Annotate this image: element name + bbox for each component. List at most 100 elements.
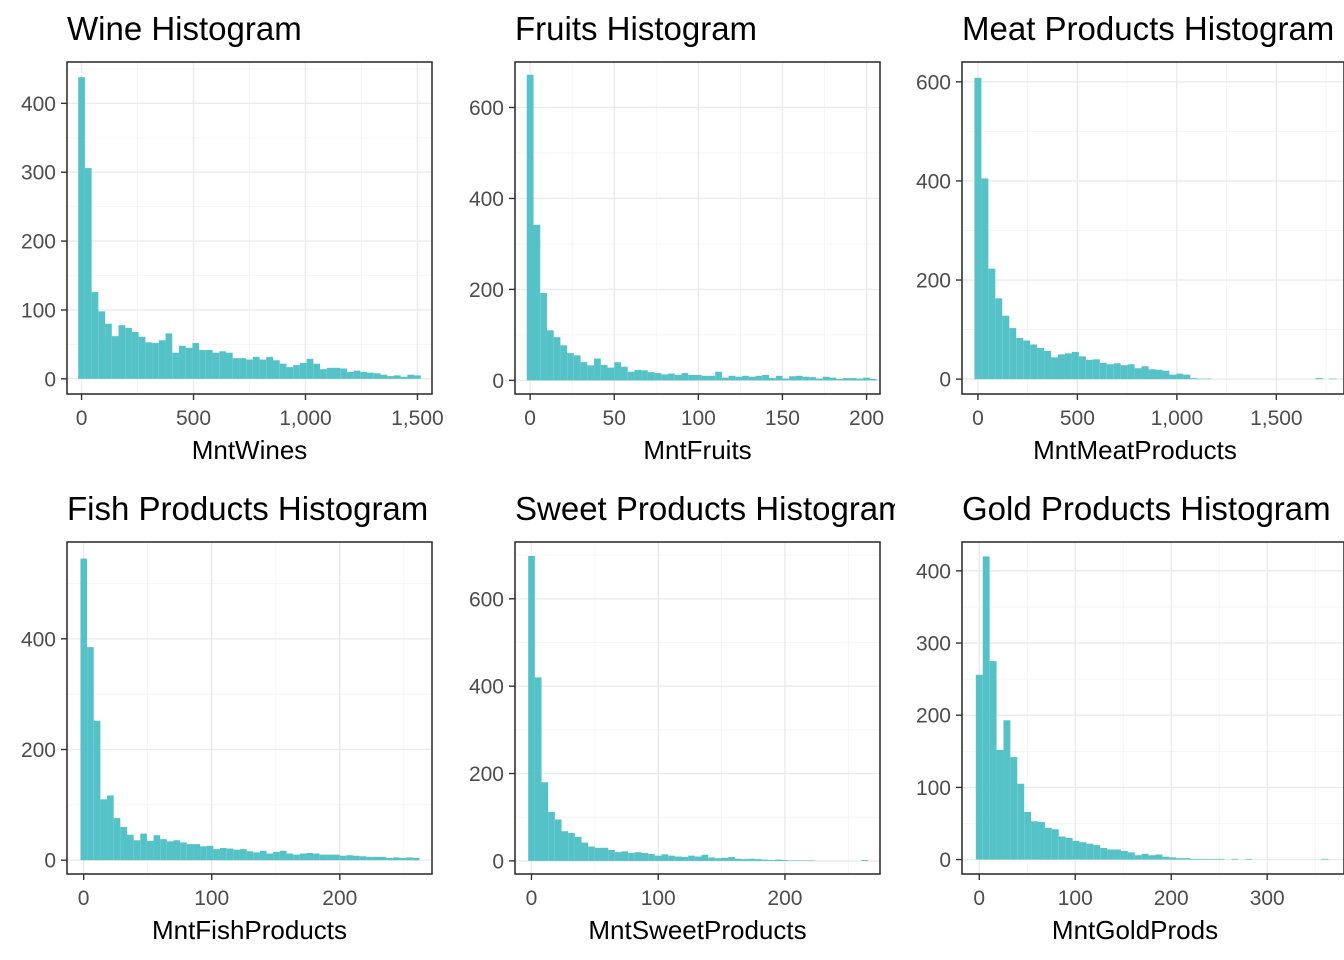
histogram-bar [339,855,347,861]
histogram-bar [654,855,662,861]
histogram-bar [701,854,709,861]
histogram-bar [1058,836,1066,860]
histogram-bar [794,860,802,861]
histogram-bar [1120,365,1128,380]
y-tick-label: 400 [469,676,504,699]
histogram-bar [153,835,161,861]
histogram-bar [1231,858,1239,860]
x-tick-label: 200 [767,887,802,910]
histogram-bar [293,854,300,861]
histogram-bar [100,799,108,861]
histogram-bar [1176,858,1184,860]
histogram-bar [1003,720,1011,860]
histogram-bar [406,857,413,861]
histogram-bar [674,856,682,861]
x-tick-label: 0 [972,407,984,430]
histogram-bar [1002,315,1010,380]
histogram-bar [1190,858,1197,860]
histogram-bar [681,373,689,381]
histogram-bar [554,819,562,861]
panel-border [66,61,433,395]
histogram-bar [239,849,247,861]
histogram-bar [600,364,608,381]
histogram-bar [1085,359,1093,380]
histogram-bar [1217,858,1225,860]
histogram-bar [359,856,367,861]
histogram-bar [869,378,877,381]
histogram-bar [125,327,132,379]
histogram-bar [1120,850,1128,860]
histogram-bar [145,342,153,379]
histogram-bar [1114,849,1121,860]
histogram-bar [313,853,320,861]
histogram-bar [367,372,374,379]
histogram-panel-2: Fruits Histogram 0 50 100 150 200 0 200 400 600 Mn… [469,10,884,465]
histogram-bar [219,351,226,379]
histogram-bar [1071,351,1079,380]
histogram-bar [1197,378,1205,380]
histogram-bar [1107,849,1115,860]
histogram-bar [1162,856,1170,860]
histogram-bar [1155,854,1163,860]
histogram-bar [762,374,769,381]
histogram-bar [133,840,141,861]
histogram-bar [1134,855,1142,860]
histogram-bar [1024,811,1032,860]
x-tick-label: 300 [1250,887,1285,910]
histogram-bar [708,375,716,381]
x-axis-label: MntSweetProducts [588,915,806,945]
histogram-bar [1204,378,1212,380]
x-tick-label: 1,500 [1250,407,1303,430]
histogram-bar [768,378,776,381]
histogram-bar [146,840,154,861]
histogram-bar [1162,370,1170,380]
histogram-bar [1079,842,1087,860]
y-tick-label: 600 [469,97,504,120]
histogram-bar [849,378,857,381]
histogram-bar [226,848,234,861]
histogram-bar [1051,829,1059,860]
histogram-bar [306,358,314,379]
histogram-bar [266,356,274,379]
histogram-bar [138,336,146,379]
histogram-bar [1203,858,1211,860]
histogram-bar [152,343,159,379]
histogram-bar [775,375,783,381]
histogram-bar [180,842,187,861]
y-tick-label: 300 [21,162,56,185]
histogram-bar [326,854,334,861]
histogram-bar [158,340,166,379]
histogram-bar [647,372,655,381]
histogram-bar [131,332,139,379]
histogram-bar [165,333,173,379]
histogram-bar [293,365,300,379]
histogram-bar [801,860,809,861]
histogram-bar [84,168,92,379]
histogram-bar [641,853,649,861]
histogram-bar [386,857,393,861]
y-tick-label: 0 [44,850,56,873]
y-tick-label: 300 [916,633,951,656]
histogram-bar [252,356,260,379]
histogram-bar [333,367,341,379]
plot-area [515,62,880,394]
histogram-bar [1038,822,1045,860]
histogram-bar [1183,858,1191,860]
y-tick-label: 600 [469,588,504,611]
histogram-bar [140,833,147,861]
histogram-bar [721,377,729,381]
histogram-bar [266,853,274,861]
y-tick-label: 100 [21,299,56,322]
histogram-bar [192,343,200,379]
histogram-bar [974,77,982,380]
histogram-bar [172,352,179,379]
histogram-bar [588,846,595,861]
histogram-bar [742,375,749,381]
histogram-bar [107,795,114,861]
y-tick-label: 0 [492,370,504,393]
x-tick-label: 100 [641,887,676,910]
histogram-bar [1009,328,1017,380]
histogram-bar [634,369,642,381]
histogram-bar [621,851,629,861]
